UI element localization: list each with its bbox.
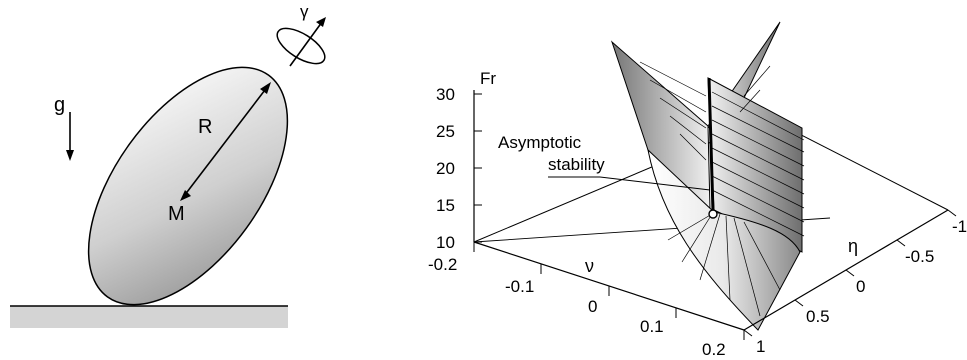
fr-axis-label: Fr [480,69,496,88]
ground-surface [10,306,288,328]
nu-tick-label: -0.1 [505,277,534,296]
fr-tick-label: 10 [436,233,455,252]
fr-axis-ticks [474,93,482,243]
annotation-line-2: stability [548,155,605,174]
spin-axis-arrowhead [316,17,326,27]
mass-label: M [168,203,185,225]
stability-point [708,209,718,219]
nu-axis-label: ν [585,256,594,276]
nu-tick-label: 0.1 [640,317,664,336]
fr-tick-label: 15 [436,196,455,215]
gravity-arrowhead [66,150,74,161]
eta-tick-label: 0 [856,277,865,296]
eta-tick-label: 1 [756,337,765,356]
radius-label: R [198,116,212,138]
surface-mesh [639,61,805,317]
ellipsoid-body [87,66,289,306]
nu-tick-label: -0.2 [428,255,457,274]
stability-line [707,77,715,213]
surface-bowl [647,148,801,331]
right-figure: Asymptotic stability Fr 10 15 20 25 30 -… [428,21,967,359]
annotation-line-1: Asymptotic [498,133,582,152]
radius-arrowhead-bottom [180,190,191,201]
nu-axis-ticks [473,242,745,340]
eta-tick-label: 0.5 [806,307,830,326]
left-figure: g R M γ [10,2,326,328]
annotation-leader-diagonal [599,176,711,191]
fr-tick-label: 30 [436,85,455,104]
radius-arrowhead-top [260,82,271,94]
spin-ring [276,27,326,65]
eta-axis-label: η [848,236,858,256]
fr-tick-label: 25 [436,122,455,141]
gravity-label: g [54,94,65,116]
nu-tick-label: 0.2 [702,340,726,359]
eta-tick-label: -0.5 [905,247,934,266]
spin-axis-arrow [289,21,323,67]
radius-arrow [183,85,269,197]
nu-tick-label: 0 [588,297,597,316]
fr-tick-label: 20 [436,159,455,178]
eta-tick-label: -1 [952,217,967,236]
spin-label: γ [300,2,309,21]
eta-axis-ticks [743,209,957,337]
